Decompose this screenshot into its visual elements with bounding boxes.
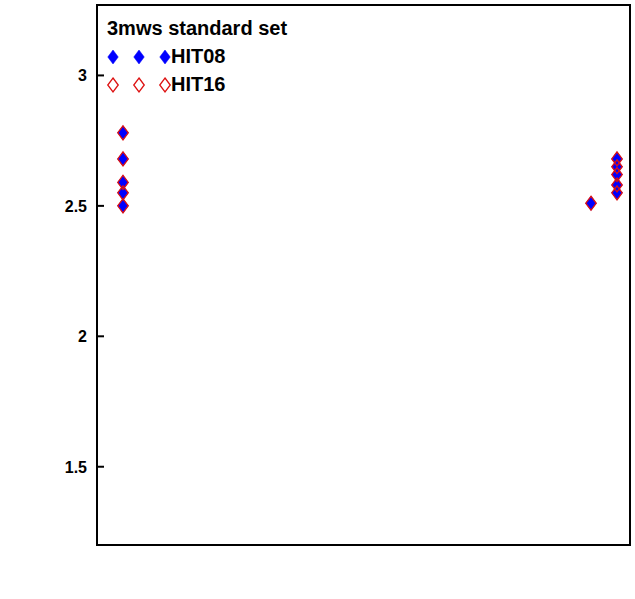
legend-marker — [160, 50, 171, 64]
y-tick — [97, 205, 104, 207]
legend-marker — [160, 78, 171, 92]
y-tick-label: 2 — [78, 328, 87, 345]
y-tick-label: 3 — [78, 67, 87, 84]
legend-label: HIT16 — [171, 73, 225, 95]
point — [118, 186, 129, 200]
legend-label: HIT08 — [171, 45, 225, 67]
y-tick — [97, 74, 104, 76]
point — [612, 168, 623, 182]
point — [586, 196, 597, 210]
chart: 1.5 2 2.5 3 3mws standard set HIT08 HIT16 — [0, 0, 635, 599]
point — [586, 196, 597, 210]
point — [118, 126, 129, 140]
legend-marker — [134, 78, 145, 92]
y-tick-label: 2.5 — [65, 198, 87, 215]
y-tick — [97, 335, 104, 337]
point — [118, 199, 129, 213]
points — [118, 126, 623, 213]
point — [118, 199, 129, 213]
point — [118, 152, 129, 166]
legend-marker — [108, 78, 119, 92]
point — [612, 186, 623, 200]
legend-title: 3mws standard set — [107, 17, 287, 39]
point — [118, 152, 129, 166]
plot-frame — [97, 5, 630, 545]
y-tick — [97, 466, 104, 468]
y-tick-label: 1.5 — [65, 459, 87, 476]
legend-marker — [108, 50, 119, 64]
point — [118, 126, 129, 140]
point — [118, 186, 129, 200]
legend: 3mws standard set HIT08 HIT16 — [107, 17, 287, 95]
legend-marker — [134, 50, 145, 64]
point — [118, 175, 129, 189]
